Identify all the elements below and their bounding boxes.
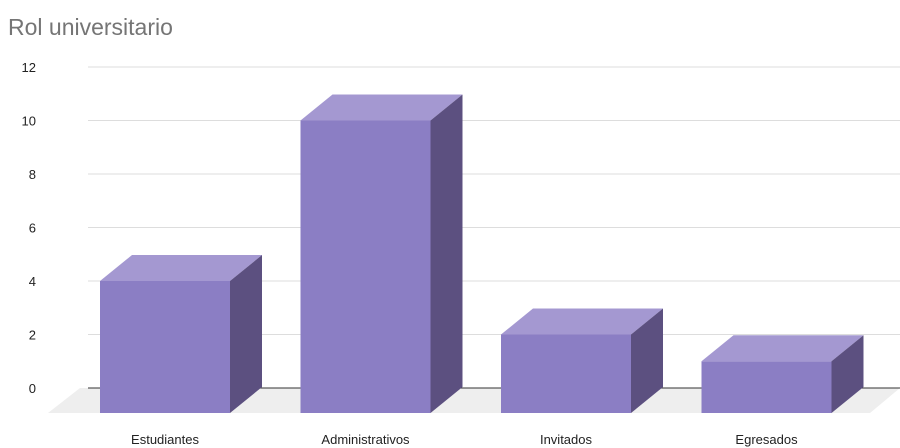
y-tick-label: 10 — [22, 114, 36, 129]
bar-top — [300, 94, 463, 121]
y-tick-label: 2 — [29, 328, 36, 343]
bar-side — [831, 335, 864, 413]
y-tick-label: 12 — [22, 60, 36, 75]
bar-top — [701, 335, 864, 362]
bar-front — [100, 281, 230, 413]
bar-side — [430, 94, 463, 413]
x-tick-label: Administrativos — [321, 432, 410, 447]
bar-front — [300, 120, 431, 413]
bar-top — [501, 308, 663, 335]
x-tick-label: Invitados — [540, 432, 593, 447]
bar-top — [100, 255, 262, 281]
bar-side — [631, 308, 663, 413]
bar-front — [701, 361, 832, 413]
bar-administrativos — [300, 94, 463, 413]
chart-title: Rol universitario — [8, 14, 173, 40]
y-tick-label: 6 — [29, 221, 36, 236]
y-tick-label: 0 — [29, 381, 36, 396]
x-tick-label: Egresados — [735, 432, 798, 447]
chart-floor — [48, 388, 900, 413]
x-tick-label: Estudiantes — [131, 432, 199, 447]
y-tick-label: 4 — [29, 274, 36, 289]
bar-front — [501, 334, 631, 413]
bar-side — [230, 255, 262, 413]
bar-egresados — [701, 335, 864, 413]
bar-invitados — [501, 308, 663, 413]
bar-estudiantes — [100, 255, 262, 413]
y-tick-label: 8 — [29, 167, 36, 182]
